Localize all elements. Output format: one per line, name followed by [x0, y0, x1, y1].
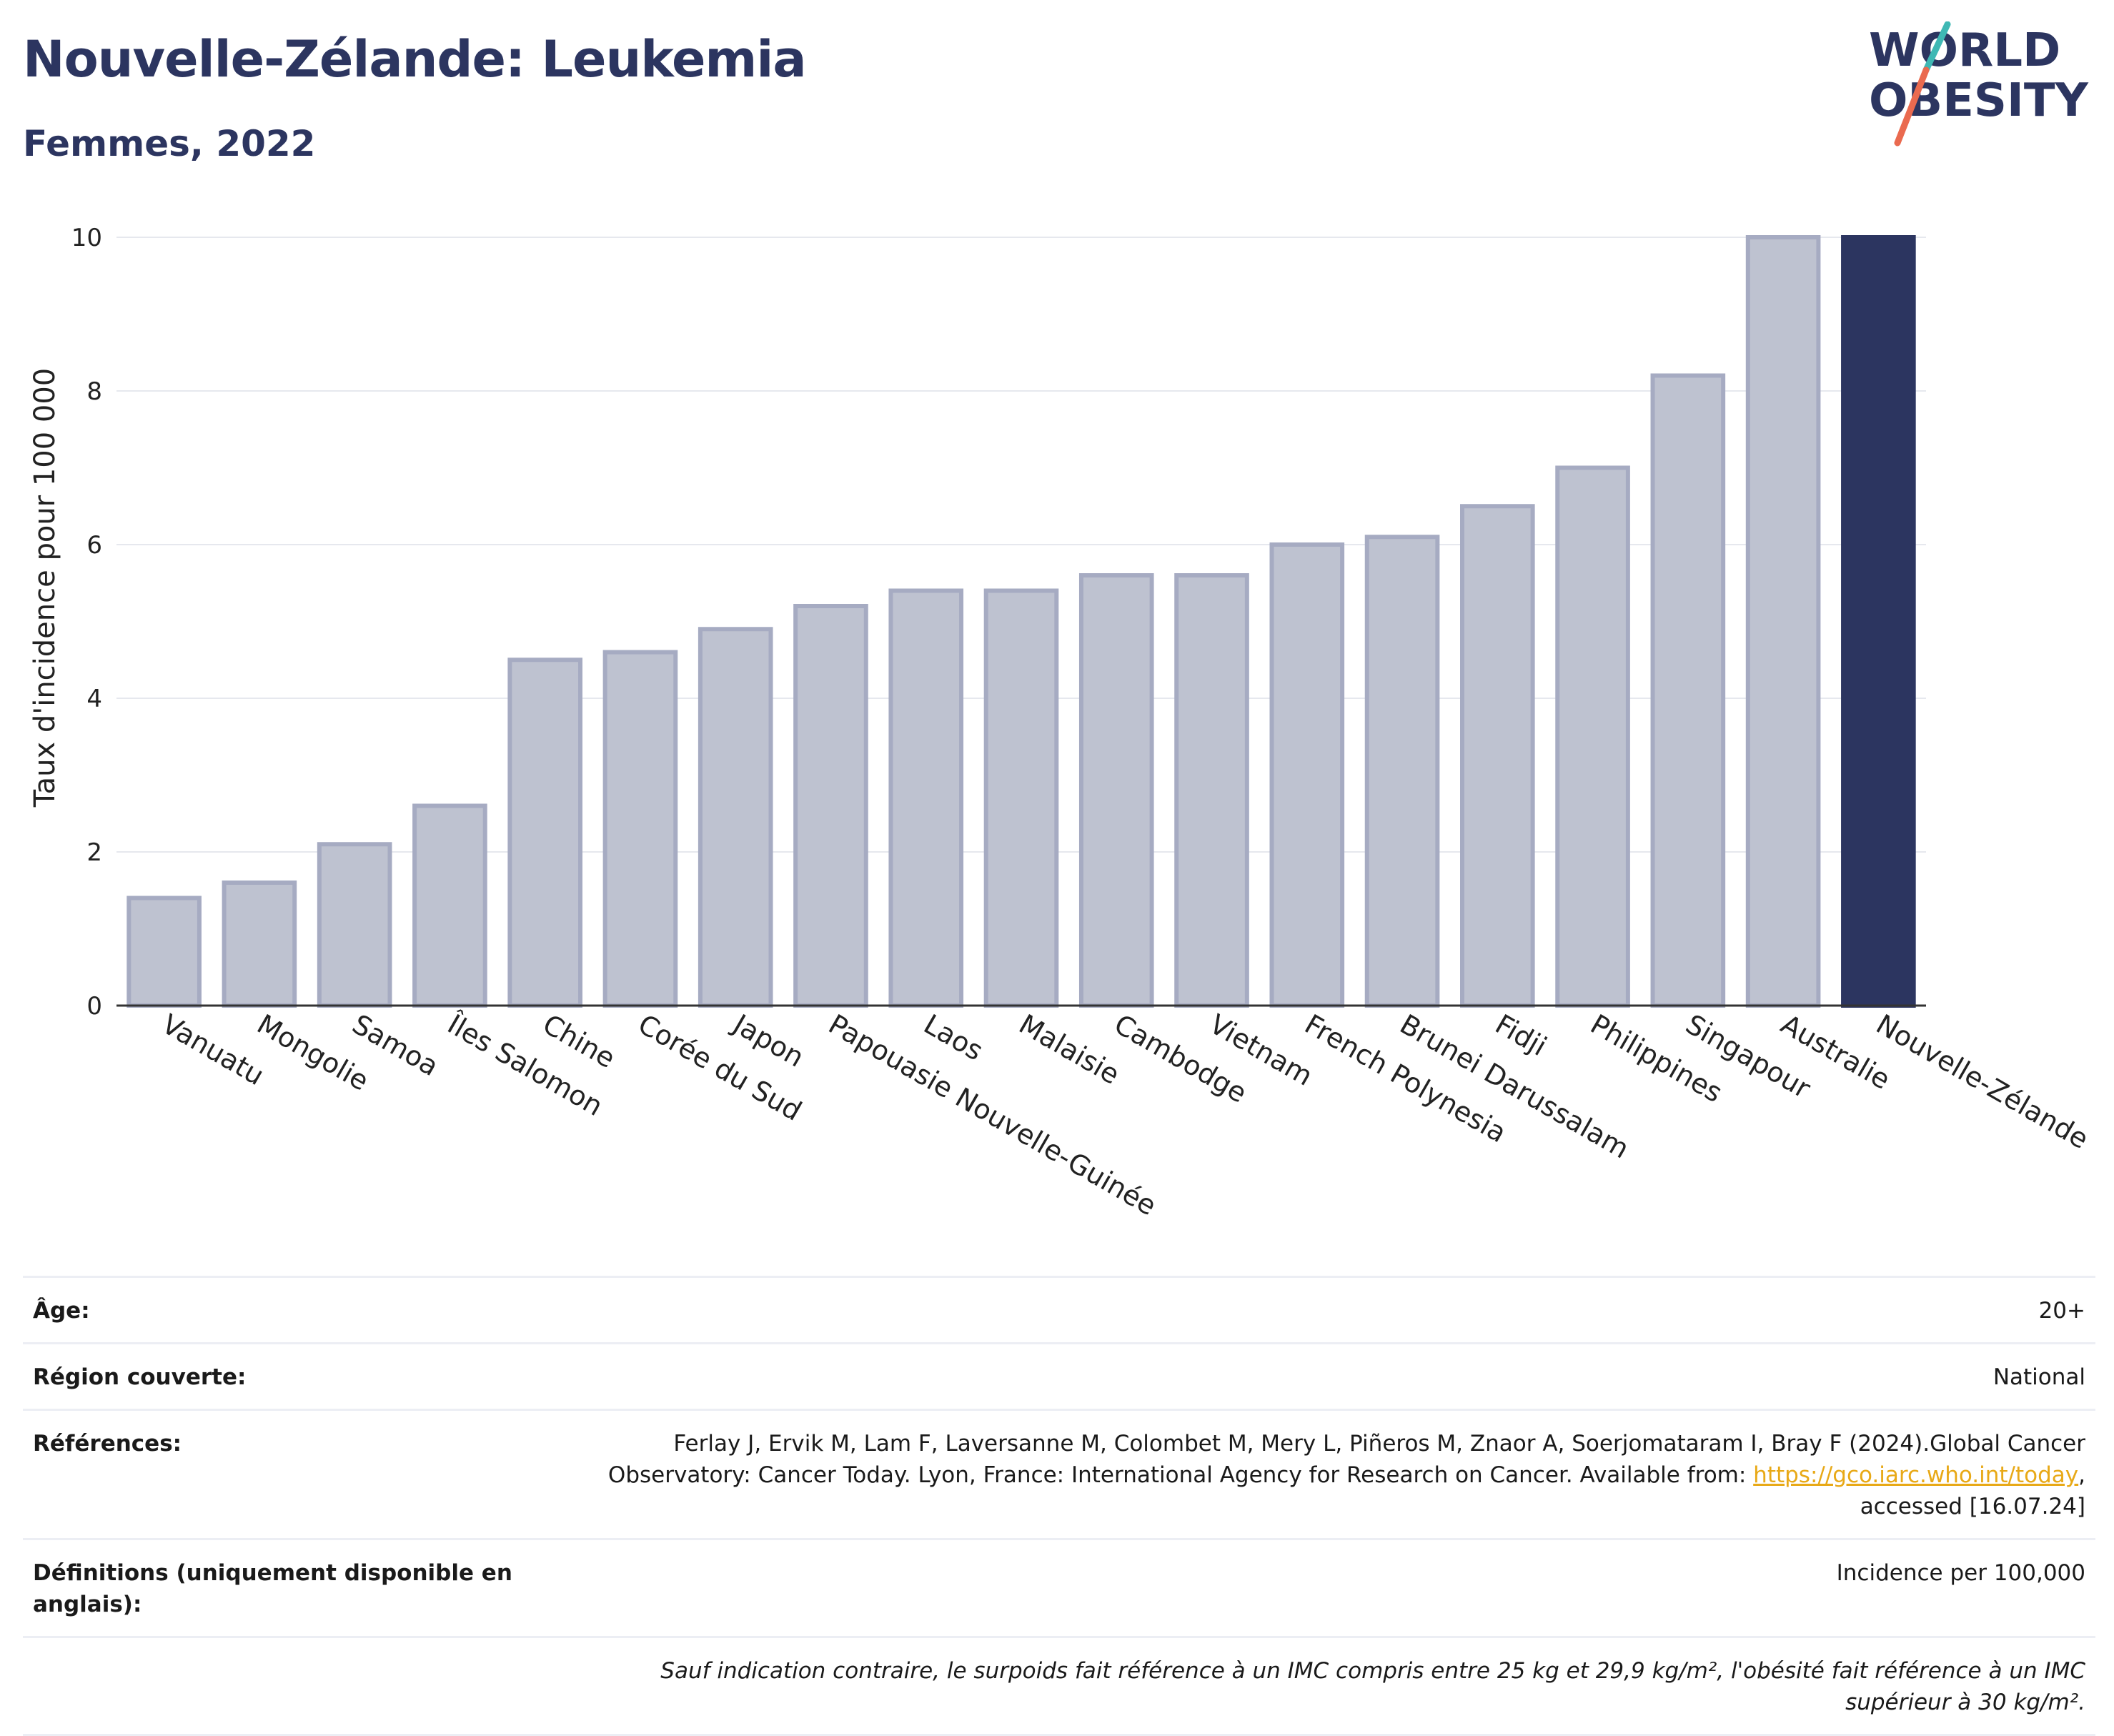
references-label: Références:: [33, 1428, 519, 1522]
x-tick-label: Malaisie: [1014, 1008, 1126, 1091]
meta-row-region: Région couverte: National: [23, 1342, 2095, 1409]
y-tick-label: 10: [71, 224, 102, 252]
age-value: 20+: [2039, 1295, 2085, 1326]
y-tick-label: 4: [86, 685, 102, 713]
bar-6[interactable]: [700, 629, 771, 1006]
bar-10[interactable]: [1081, 575, 1152, 1006]
x-tick-label: Papouasie Nouvelle-Guinée: [823, 1008, 1161, 1222]
bar-15[interactable]: [1557, 468, 1628, 1006]
bar-12[interactable]: [1271, 545, 1342, 1006]
meta-row-definitions: Définitions (uniquement disponible en an…: [23, 1538, 2095, 1636]
x-tick-label: Vanuatu: [157, 1008, 269, 1091]
bar-2[interactable]: [319, 844, 390, 1006]
x-tick-label: Nouvelle-Zélande: [1871, 1008, 2094, 1155]
bar-3[interactable]: [415, 806, 485, 1006]
references-link[interactable]: https://gco.iarc.who.int/today: [1753, 1462, 2078, 1488]
bar-8[interactable]: [890, 591, 961, 1006]
bar-13[interactable]: [1367, 537, 1438, 1006]
bar-17[interactable]: [1748, 237, 1819, 1006]
y-tick-label: 0: [86, 992, 102, 1021]
references-value: Ferlay J, Ervik M, Lam F, Laversanne M, …: [549, 1428, 2085, 1522]
bar-16[interactable]: [1653, 376, 1724, 1006]
y-tick-label: 2: [86, 838, 102, 867]
definitions-label: Définitions (uniquement disponible en an…: [33, 1557, 519, 1620]
bar-0[interactable]: [129, 898, 199, 1006]
definitions-value: Incidence per 100,000: [1837, 1557, 2085, 1620]
metadata-table: Âge: 20+ Région couverte: National Référ…: [23, 1276, 2095, 1736]
bar-7[interactable]: [795, 606, 866, 1006]
bar-11[interactable]: [1176, 575, 1247, 1006]
bar-18[interactable]: [1843, 237, 1914, 1006]
bar-4[interactable]: [510, 660, 580, 1006]
meta-row-note: Sauf indication contraire, le surpoids f…: [23, 1636, 2095, 1736]
x-tick-label: Corée du Sud: [632, 1008, 807, 1127]
bar-1[interactable]: [224, 883, 295, 1006]
bar-5[interactable]: [605, 653, 676, 1006]
meta-row-references: Références: Ferlay J, Ervik M, Lam F, La…: [23, 1409, 2095, 1538]
region-label: Région couverte:: [33, 1361, 519, 1393]
bar-9[interactable]: [986, 591, 1057, 1006]
region-value: National: [1993, 1361, 2085, 1393]
y-axis-label: Taux d'incidence pour 100 000: [29, 368, 61, 808]
meta-row-age: Âge: 20+: [23, 1276, 2095, 1342]
y-tick-label: 8: [86, 377, 102, 406]
age-label: Âge:: [33, 1295, 519, 1326]
x-tick-label: Fidji: [1490, 1008, 1552, 1063]
bar-14[interactable]: [1462, 506, 1533, 1006]
y-tick-label: 6: [86, 531, 102, 560]
x-tick-label: Laos: [918, 1008, 988, 1067]
footnote: Sauf indication contraire, le surpoids f…: [549, 1655, 2085, 1718]
